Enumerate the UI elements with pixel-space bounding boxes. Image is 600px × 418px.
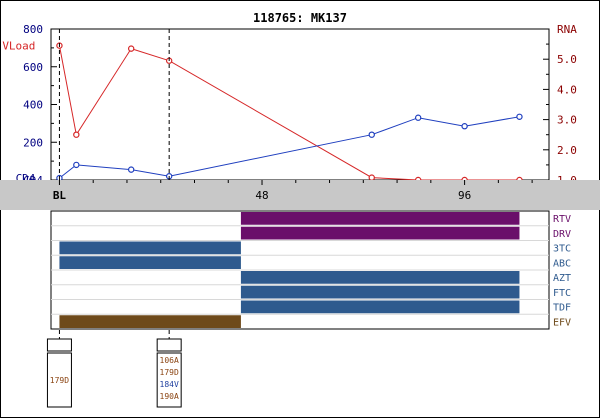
- drug-label-3tc: 3TC: [553, 244, 571, 255]
- right-axis-tick-label: 5.0: [557, 53, 577, 66]
- drug-panel: RTV DRV 3TC ABC AZT FTC TDF EFV: [50, 210, 571, 330]
- left-axis-tick-label: 800: [23, 23, 43, 36]
- genotype-panel: 179D 106A 179D 184V 190A: [46, 338, 182, 408]
- drug-bar-tdf: [240, 300, 520, 314]
- right-axis-tick-label: RNA: [557, 23, 577, 36]
- genotype-mutation: 184V: [160, 380, 179, 389]
- series-label-vload: VLoad: [2, 40, 35, 53]
- genotype-mutation: 106A: [160, 356, 179, 365]
- drug-label-abc: ABC: [553, 258, 571, 269]
- drug-label-tdf: TDF: [553, 303, 571, 314]
- drug-bar-ftc: [240, 285, 520, 299]
- data-point-vload: [368, 174, 375, 181]
- data-point-cd4: [461, 123, 468, 130]
- plot-frame: [50, 28, 550, 181]
- genotype-box: [156, 352, 182, 408]
- genotype-header-box: [156, 338, 182, 352]
- data-point-cd4: [414, 114, 422, 121]
- drug-bar-drv: [240, 226, 520, 240]
- drug-label-ftc: FTC: [553, 288, 571, 299]
- genotype-mutation: 179D: [50, 376, 69, 385]
- data-point-vload: [127, 45, 135, 52]
- series-line-cd4: [59, 116, 520, 179]
- drug-bar-azt: [240, 271, 520, 284]
- x-axis-tick-label: BL: [53, 189, 67, 202]
- drug-bar-3tc: [59, 241, 241, 255]
- drug-label-efv: EFV: [553, 317, 571, 328]
- drug-label-rtv: RTV: [553, 214, 571, 225]
- drug-label-azt: AZT: [553, 273, 571, 284]
- data-point-cd4: [73, 161, 80, 169]
- x-axis-tick-label: 96: [458, 189, 471, 202]
- data-point-cd4: [127, 166, 135, 173]
- right-axis-tick-label: 3.0: [557, 114, 577, 127]
- right-axis-tick-label: 2.0: [557, 144, 577, 157]
- genotype-mutation: 190A: [160, 392, 179, 401]
- data-point-cd4: [368, 131, 375, 138]
- left-axis-tick-label: 200: [23, 136, 43, 149]
- chart-title: 118765: MK137: [253, 11, 347, 25]
- right-axis-tick-label: 4.0: [557, 83, 577, 96]
- data-point-cd4: [516, 113, 523, 120]
- drug-bar-rtv: [240, 212, 520, 225]
- genotype-mutation: 179D: [160, 368, 179, 377]
- drug-bar-efv: [59, 315, 241, 328]
- drug-bar-abc: [59, 256, 241, 269]
- left-axis-tick-label: 400: [23, 99, 43, 112]
- x-axis-tick-label: 48: [255, 189, 268, 202]
- x-axis-band: [0, 180, 600, 210]
- data-point-vload: [73, 131, 80, 138]
- drug-label-drv: DRV: [553, 229, 571, 240]
- left-axis-tick-label: 600: [23, 61, 43, 74]
- genotype-header-box: [46, 338, 72, 352]
- genotype-box: [46, 352, 72, 408]
